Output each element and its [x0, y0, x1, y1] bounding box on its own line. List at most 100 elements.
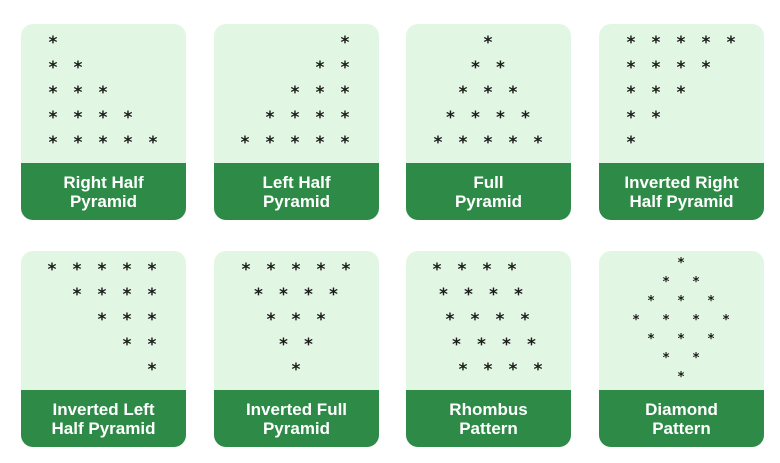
star-6: *: [278, 285, 289, 305]
star-13: *: [303, 335, 314, 355]
star-12: *: [625, 108, 637, 128]
star-12: *: [97, 133, 109, 153]
star-7: *: [662, 313, 670, 328]
star-4: *: [438, 285, 449, 305]
star-7: *: [675, 58, 687, 78]
star-6: *: [650, 58, 662, 78]
star-1: *: [456, 260, 468, 280]
star-14: *: [625, 133, 637, 153]
star-12: *: [707, 332, 715, 347]
card-right-half-pyramid: * * * * * * * * * * * * * * * Right Half Pyramid: [21, 24, 186, 220]
star-0: *: [240, 260, 252, 280]
star-15: *: [526, 335, 537, 355]
star-4: *: [340, 260, 352, 280]
star-8: *: [328, 285, 339, 305]
star-7: *: [72, 108, 84, 128]
right-half-pyramid-pattern: * * * * * * * * * * * * * * *: [21, 24, 186, 164]
star-5: *: [253, 285, 264, 305]
star-8: *: [444, 310, 456, 330]
star-9: *: [722, 313, 730, 328]
star-7: *: [513, 285, 524, 305]
star-9: *: [469, 310, 481, 330]
card-rhombus-pattern: * * * * * * * * * * * * * * * * * * * * Rhombus Pattern: [406, 251, 571, 447]
star-4: *: [46, 260, 58, 280]
star-12: *: [289, 133, 301, 153]
star-1: *: [470, 58, 481, 78]
star-3: *: [700, 33, 712, 53]
star-0: *: [677, 256, 685, 271]
star-8: *: [97, 108, 109, 128]
star-7: *: [96, 285, 108, 305]
star-1: *: [662, 275, 670, 290]
star-4: *: [677, 294, 685, 309]
star-10: *: [647, 332, 655, 347]
star-11: *: [677, 332, 685, 347]
inverted-full-pyramid-pattern: * * * * * * * * * * * * * * *: [214, 251, 379, 391]
star-6: *: [339, 108, 351, 128]
star-2: *: [495, 58, 506, 78]
star-13: *: [264, 133, 276, 153]
full-pyramid-pattern: * * * * * * * * * * * * * * *: [406, 24, 571, 164]
rhombus-pattern-pattern: * * * * * * * * * * * * * * * * * * * *: [406, 251, 571, 391]
star-2: *: [314, 58, 326, 78]
star-14: *: [239, 133, 251, 153]
star-10: *: [339, 133, 351, 153]
star-11: *: [72, 133, 84, 153]
diamond-pattern-label: Diamond Pattern: [599, 390, 764, 447]
star-3: *: [506, 260, 518, 280]
star-7: *: [303, 285, 314, 305]
star-9: *: [264, 108, 276, 128]
star-0: *: [482, 33, 494, 53]
star-13: *: [476, 335, 487, 355]
star-6: *: [488, 285, 499, 305]
star-8: *: [289, 108, 301, 128]
star-5: *: [289, 83, 301, 103]
star-12: *: [146, 335, 158, 355]
star-13: *: [121, 335, 133, 355]
star-7: *: [470, 108, 481, 128]
star-1: *: [121, 260, 133, 280]
left-half-pyramid-pattern: * * * * * * * * * * * * * * *: [214, 24, 379, 164]
star-3: *: [47, 83, 59, 103]
star-1: *: [339, 58, 351, 78]
star-16: *: [457, 360, 469, 380]
star-10: *: [650, 83, 662, 103]
star-10: *: [121, 310, 133, 330]
star-11: *: [96, 310, 108, 330]
star-4: *: [72, 83, 84, 103]
star-11: *: [457, 133, 469, 153]
inverted-right-half-pyramid-label: Inverted Right Half Pyramid: [599, 163, 764, 220]
star-4: *: [482, 83, 494, 103]
star-13: *: [650, 108, 662, 128]
star-6: *: [47, 108, 59, 128]
star-15: *: [677, 370, 685, 385]
card-inverted-left-half-pyramid: * * * * * * * * * * * * * * * Inverted Left Half Pyram…: [21, 251, 186, 447]
diamond-pattern-pattern: * * * * * * * * * * * * * * * *: [599, 251, 764, 391]
star-9: *: [520, 108, 531, 128]
star-2: *: [72, 58, 84, 78]
inverted-left-half-pyramid-pattern: * * * * * * * * * * * * * * *: [21, 251, 186, 391]
card-diamond-pattern: * * * * * * * * * * * * * * * * Diamond Pattern: [599, 251, 764, 447]
card-left-half-pyramid: * * * * * * * * * * * * * * * Left Half Pyramid: [214, 24, 379, 220]
star-6: *: [632, 313, 640, 328]
card-full-pyramid: * * * * * * * * * * * * * * * Full Pyramid: [406, 24, 571, 220]
star-5: *: [625, 58, 637, 78]
star-8: *: [495, 108, 506, 128]
star-1: *: [265, 260, 277, 280]
star-17: *: [482, 360, 494, 380]
star-0: *: [146, 260, 158, 280]
star-14: *: [692, 351, 700, 366]
star-5: *: [707, 294, 715, 309]
star-10: *: [290, 310, 302, 330]
star-3: *: [339, 83, 351, 103]
star-19: *: [532, 360, 544, 380]
star-10: *: [494, 310, 506, 330]
star-3: *: [315, 260, 327, 280]
star-4: *: [725, 33, 737, 53]
card-inverted-right-half-pyramid: * * * * * * * * * * * * * * * Inverted Right Half Pyra…: [599, 24, 764, 220]
star-4: *: [314, 83, 326, 103]
star-14: *: [532, 133, 544, 153]
star-1: *: [650, 33, 662, 53]
star-12: *: [482, 133, 494, 153]
star-10: *: [47, 133, 59, 153]
